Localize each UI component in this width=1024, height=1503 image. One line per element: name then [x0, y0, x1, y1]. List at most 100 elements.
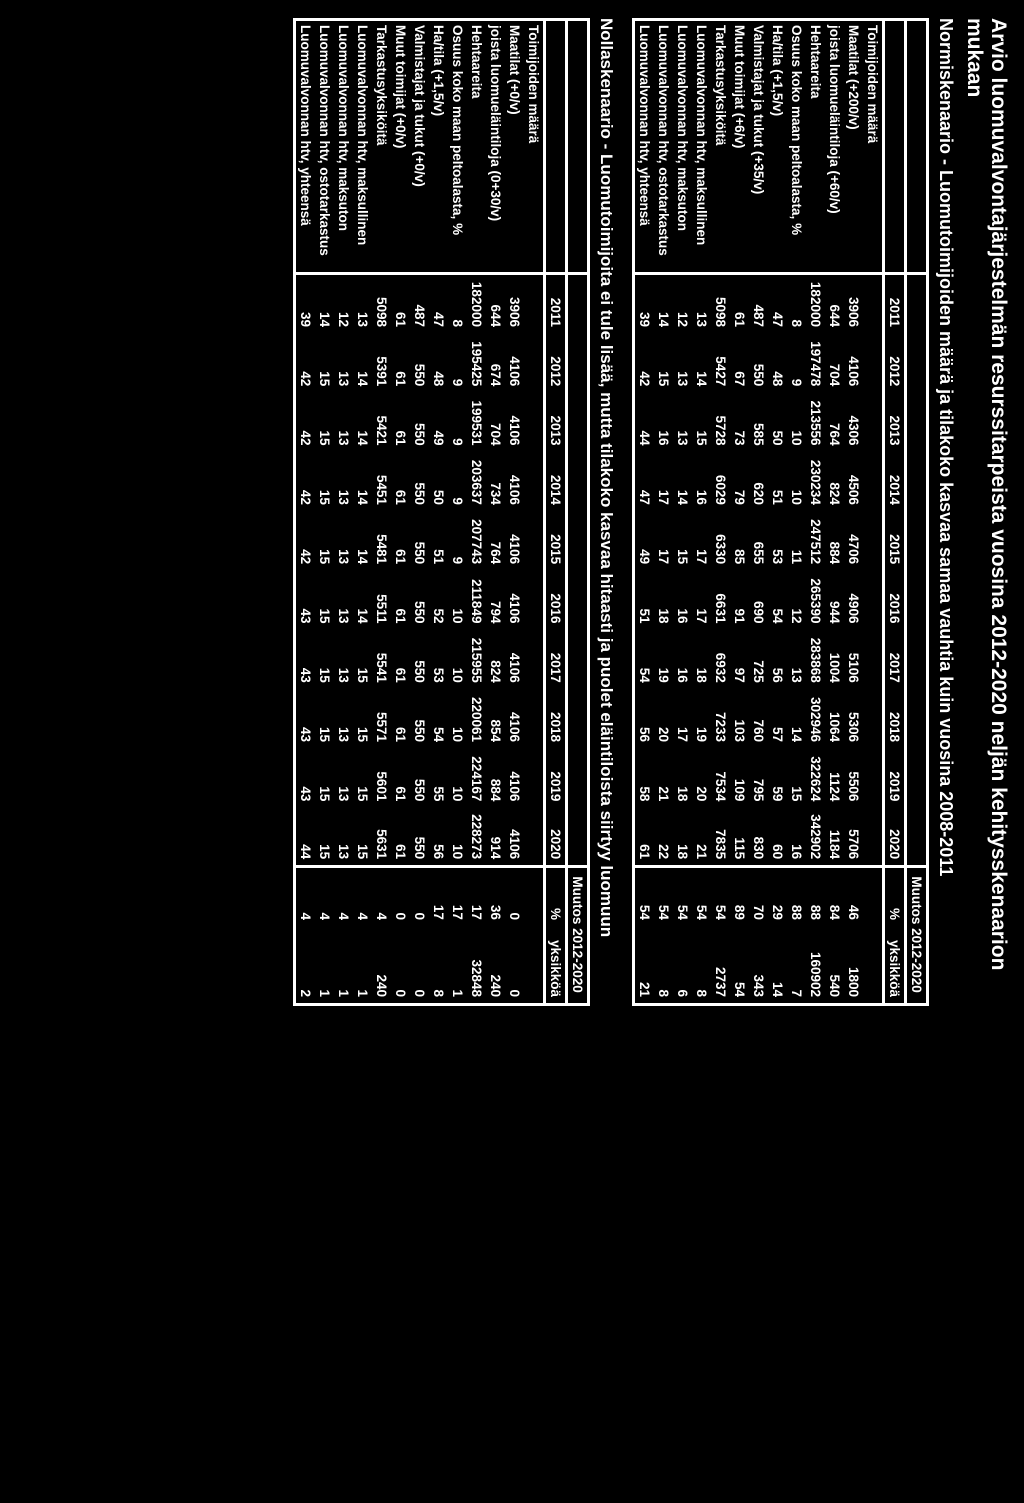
data-cell: 199531	[467, 392, 486, 451]
pct-header: %	[884, 867, 906, 926]
data-cell: 14	[353, 452, 372, 511]
data-cell: 51	[429, 511, 448, 570]
data-cell: 16	[787, 807, 806, 866]
data-cell: 230234	[806, 452, 825, 511]
data-cell: 4106	[505, 807, 524, 866]
data-cell: 3906	[844, 274, 863, 333]
row-label: Luomuvalvonnan htv, ostotarkastus	[315, 20, 334, 274]
data-cell: 22	[654, 807, 673, 866]
unit-cell: 0	[391, 926, 410, 1005]
data-cell: 73	[730, 392, 749, 451]
unit-cell: 343	[749, 926, 768, 1005]
data-cell	[863, 452, 884, 511]
data-cell: 17	[654, 452, 673, 511]
data-cell: 44	[295, 807, 316, 866]
data-cell	[524, 807, 545, 866]
year-header: 2013	[545, 392, 567, 451]
data-cell: 61	[391, 689, 410, 748]
data-cell: 17	[654, 511, 673, 570]
row-label: Luomuvalvonnan htv, maksuton	[334, 20, 353, 274]
unit-cell: 1800	[844, 926, 863, 1005]
data-cell: 7835	[711, 807, 730, 866]
data-cell: 61	[391, 333, 410, 392]
data-cell: 57	[768, 689, 787, 748]
data-cell: 13	[334, 511, 353, 570]
data-cell: 644	[825, 274, 844, 333]
data-cell: 283868	[806, 629, 825, 688]
data-cell: 15	[353, 807, 372, 866]
year-header: 2020	[884, 807, 906, 866]
pct-cell: 84	[825, 867, 844, 926]
data-cell: 61	[391, 629, 410, 688]
data-cell: 5541	[372, 629, 391, 688]
data-cell: 342902	[806, 807, 825, 866]
data-cell: 18	[673, 748, 692, 807]
year-header: 2013	[884, 392, 906, 451]
data-cell: 5106	[844, 629, 863, 688]
data-cell: 10	[448, 748, 467, 807]
pct-cell: 4	[334, 867, 353, 926]
data-cell: 18	[654, 570, 673, 629]
year-header: 2012	[884, 333, 906, 392]
data-cell: 9	[448, 392, 467, 451]
data-cell: 5601	[372, 748, 391, 807]
data-cell: 15	[673, 511, 692, 570]
data-cell: 5451	[372, 452, 391, 511]
unit-cell: 540	[825, 926, 844, 1005]
data-cell: 914	[486, 807, 505, 866]
data-cell: 14	[692, 333, 711, 392]
data-cell: 9	[448, 511, 467, 570]
unit-cell: 8	[692, 926, 711, 1005]
data-cell: 15	[315, 452, 334, 511]
data-cell: 61	[391, 511, 410, 570]
data-cell	[863, 807, 884, 866]
data-cell: 44	[634, 392, 655, 451]
data-cell: 39	[295, 274, 316, 333]
data-cell: 61	[391, 807, 410, 866]
data-cell: 550	[410, 511, 429, 570]
data-cell: 13	[334, 392, 353, 451]
data-cell: 51	[768, 452, 787, 511]
data-cell: 16	[654, 392, 673, 451]
data-cell: 5506	[844, 748, 863, 807]
data-cell: 213556	[806, 392, 825, 451]
data-cell: 55	[429, 748, 448, 807]
data-cell: 42	[295, 333, 316, 392]
data-cell: 6631	[711, 570, 730, 629]
pct-cell: 0	[410, 867, 429, 926]
data-cell: 61	[391, 274, 410, 333]
data-cell: 47	[634, 452, 655, 511]
data-cell: 18	[673, 807, 692, 866]
unit-cell: 2737	[711, 926, 730, 1005]
data-cell	[863, 274, 884, 333]
data-cell: 53	[768, 511, 787, 570]
data-cell: 725	[749, 629, 768, 688]
data-cell: 824	[825, 452, 844, 511]
data-cell: 15	[787, 748, 806, 807]
data-cell: 39	[634, 274, 655, 333]
data-cell: 48	[768, 333, 787, 392]
row-label: Tarkastusyksiköitä	[711, 20, 730, 274]
data-cell: 42	[295, 392, 316, 451]
data-cell: 7534	[711, 748, 730, 807]
data-cell: 4106	[505, 748, 524, 807]
year-header: 2017	[545, 629, 567, 688]
year-header: 2011	[884, 274, 906, 333]
data-cell: 47	[429, 274, 448, 333]
data-cell: 43	[295, 748, 316, 807]
row-label: Luomuvalvonnan htv, maksullinen	[692, 20, 711, 274]
pct-cell: 4	[372, 867, 391, 926]
row-label: Osuus koko maan peltoalasta, %	[448, 20, 467, 274]
muutos-header: Muutos 2012-2020	[906, 867, 928, 1005]
data-cell: 50	[768, 392, 787, 451]
data-cell: 16	[692, 452, 711, 511]
data-cell: 53	[429, 629, 448, 688]
data-cell: 54	[634, 629, 655, 688]
data-cell: 550	[410, 333, 429, 392]
pct-cell	[524, 867, 545, 926]
data-cell: 48	[429, 333, 448, 392]
unit-cell	[524, 926, 545, 1005]
year-header: 2017	[884, 629, 906, 688]
unit-cell: 0	[410, 926, 429, 1005]
pct-cell: 4	[315, 867, 334, 926]
